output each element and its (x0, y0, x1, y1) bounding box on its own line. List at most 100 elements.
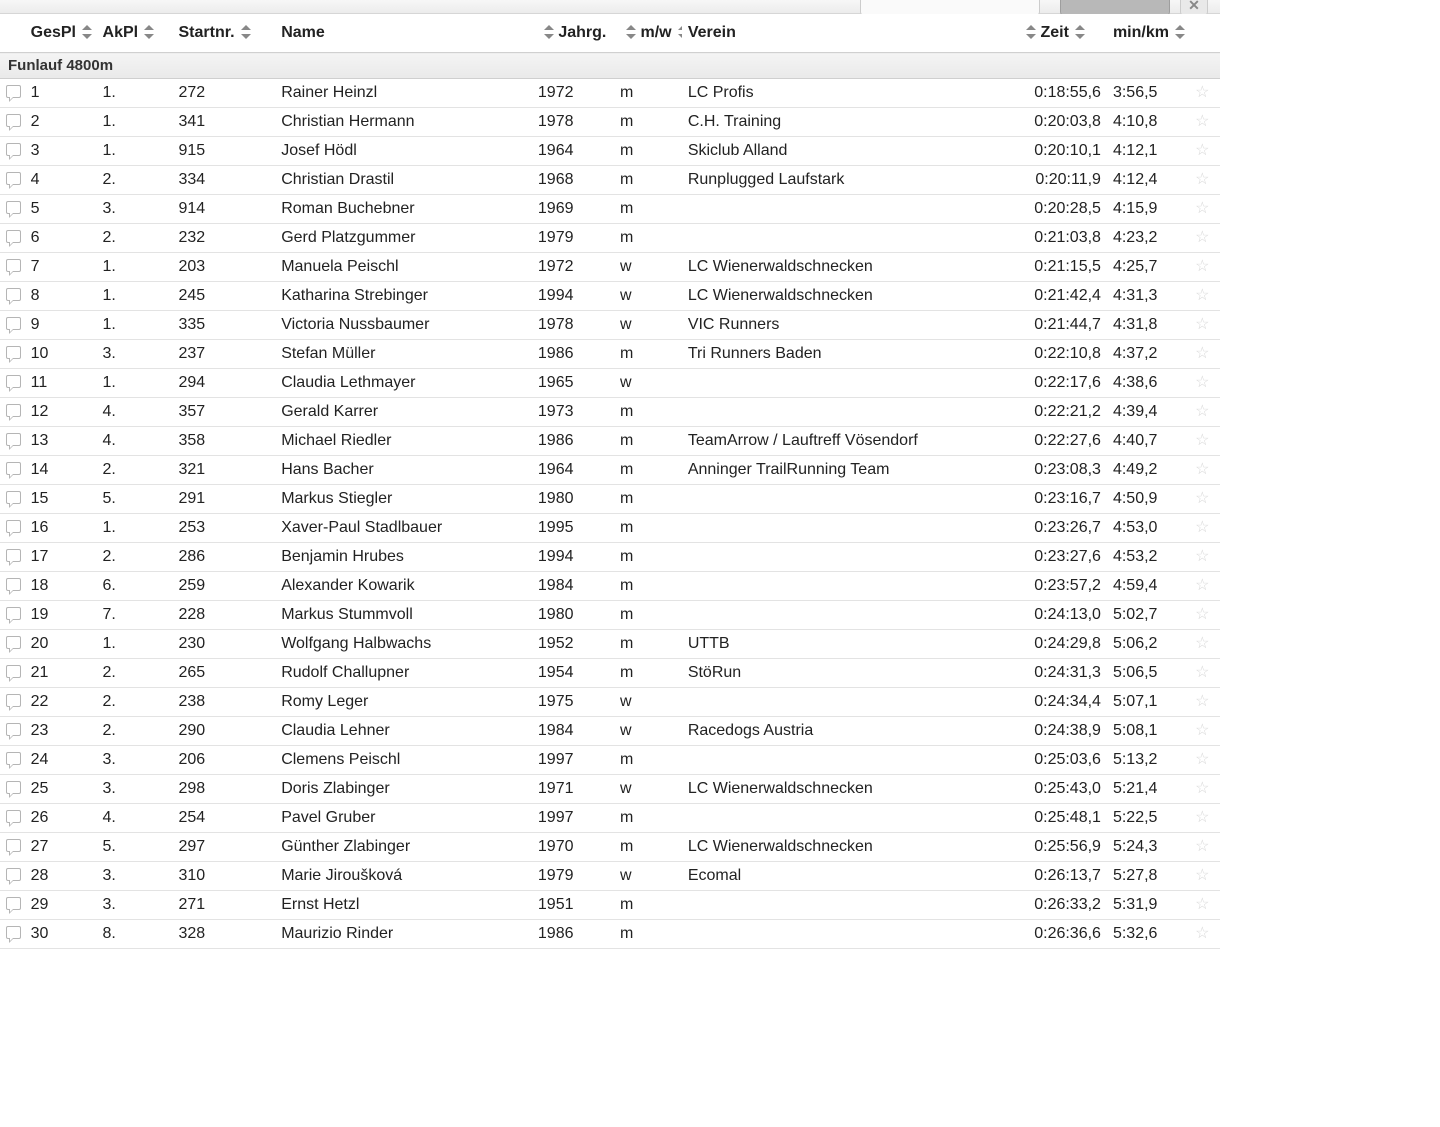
comment-icon[interactable] (6, 694, 21, 707)
comment-icon[interactable] (6, 433, 21, 446)
star-icon[interactable]: ☆ (1195, 606, 1209, 623)
comment-icon[interactable] (0, 195, 25, 224)
star-icon[interactable]: ☆ (1195, 693, 1209, 710)
favorite-star[interactable]: ☆ (1189, 775, 1220, 804)
favorite-star[interactable]: ☆ (1189, 543, 1220, 572)
comment-icon[interactable] (0, 543, 25, 572)
comment-icon[interactable] (0, 224, 25, 253)
col-mw[interactable]: m/w (614, 14, 682, 53)
favorite-star[interactable]: ☆ (1189, 398, 1220, 427)
favorite-star[interactable]: ☆ (1189, 572, 1220, 601)
comment-icon[interactable] (0, 108, 25, 137)
table-row[interactable]: 186.259Alexander Kowarik1984m0:23:57,24:… (0, 572, 1220, 601)
table-row[interactable]: 81.245Katharina Strebinger1994wLC Wiener… (0, 282, 1220, 311)
table-row[interactable]: 197.228Markus Stummvoll1980m0:24:13,05:0… (0, 601, 1220, 630)
comment-icon[interactable] (6, 201, 21, 214)
table-row[interactable]: 71.203Manuela Peischl1972wLC Wienerwalds… (0, 253, 1220, 282)
comment-icon[interactable] (6, 607, 21, 620)
comment-icon[interactable] (6, 578, 21, 591)
comment-icon[interactable] (0, 572, 25, 601)
favorite-star[interactable]: ☆ (1189, 166, 1220, 195)
comment-icon[interactable] (0, 601, 25, 630)
star-icon[interactable]: ☆ (1195, 229, 1209, 246)
comment-icon[interactable] (0, 514, 25, 543)
comment-icon[interactable] (6, 549, 21, 562)
comment-icon[interactable] (0, 79, 25, 108)
star-icon[interactable]: ☆ (1195, 577, 1209, 594)
favorite-star[interactable]: ☆ (1189, 195, 1220, 224)
comment-icon[interactable] (0, 137, 25, 166)
comment-icon[interactable] (6, 665, 21, 678)
comment-icon[interactable] (6, 172, 21, 185)
table-row[interactable]: 111.294Claudia Lethmayer1965w0:22:17,64:… (0, 369, 1220, 398)
favorite-star[interactable]: ☆ (1189, 601, 1220, 630)
favorite-star[interactable]: ☆ (1189, 427, 1220, 456)
favorite-star[interactable]: ☆ (1189, 833, 1220, 862)
comment-icon[interactable] (0, 253, 25, 282)
favorite-star[interactable]: ☆ (1189, 79, 1220, 108)
table-row[interactable]: 172.286Benjamin Hrubes1994m0:23:27,64:53… (0, 543, 1220, 572)
comment-icon[interactable] (0, 485, 25, 514)
favorite-star[interactable]: ☆ (1189, 804, 1220, 833)
comment-icon[interactable] (0, 340, 25, 369)
favorite-star[interactable]: ☆ (1189, 282, 1220, 311)
favorite-star[interactable]: ☆ (1189, 456, 1220, 485)
comment-icon[interactable] (6, 868, 21, 881)
comment-icon[interactable] (6, 230, 21, 243)
table-row[interactable]: 275.297Günther Zlabinger1970mLC Wienerwa… (0, 833, 1220, 862)
comment-icon[interactable] (0, 746, 25, 775)
comment-icon[interactable] (6, 520, 21, 533)
star-icon[interactable]: ☆ (1195, 809, 1209, 826)
table-row[interactable]: 212.265Rudolf Challupner1954mStöRun0:24:… (0, 659, 1220, 688)
star-icon[interactable]: ☆ (1195, 345, 1209, 362)
comment-icon[interactable] (6, 288, 21, 301)
col-startnr[interactable]: Startnr. (173, 14, 276, 53)
comment-icon[interactable] (0, 920, 25, 949)
favorite-star[interactable]: ☆ (1189, 108, 1220, 137)
table-row[interactable]: 293.271Ernst Hetzl1951m0:26:33,25:31,9☆ (0, 891, 1220, 920)
comment-icon[interactable] (6, 85, 21, 98)
table-row[interactable]: 53.914Roman Buchebner1969m0:20:28,54:15,… (0, 195, 1220, 224)
favorite-star[interactable]: ☆ (1189, 340, 1220, 369)
table-row[interactable]: 103.237Stefan Müller1986mTri Runners Bad… (0, 340, 1220, 369)
star-icon[interactable]: ☆ (1195, 780, 1209, 797)
comment-icon[interactable] (0, 862, 25, 891)
favorite-star[interactable]: ☆ (1189, 746, 1220, 775)
comment-icon[interactable] (6, 404, 21, 417)
table-row[interactable]: 134.358Michael Riedler1986mTeamArrow / L… (0, 427, 1220, 456)
favorite-star[interactable]: ☆ (1189, 137, 1220, 166)
comment-icon[interactable] (6, 897, 21, 910)
star-icon[interactable]: ☆ (1195, 200, 1209, 217)
star-icon[interactable]: ☆ (1195, 896, 1209, 913)
favorite-star[interactable]: ☆ (1189, 688, 1220, 717)
table-row[interactable]: 21.341Christian Hermann1978mC.H. Trainin… (0, 108, 1220, 137)
col-akpl[interactable]: AkPl (97, 14, 173, 53)
comment-icon[interactable] (6, 259, 21, 272)
favorite-star[interactable]: ☆ (1189, 862, 1220, 891)
col-name[interactable]: Name (275, 14, 532, 53)
col-gespl[interactable]: GesPl (25, 14, 97, 53)
comment-icon[interactable] (0, 282, 25, 311)
comment-icon[interactable] (6, 491, 21, 504)
star-icon[interactable]: ☆ (1195, 258, 1209, 275)
comment-icon[interactable] (0, 456, 25, 485)
table-row[interactable]: 161.253Xaver-Paul Stadlbauer1995m0:23:26… (0, 514, 1220, 543)
favorite-star[interactable]: ☆ (1189, 253, 1220, 282)
favorite-star[interactable]: ☆ (1189, 659, 1220, 688)
comment-icon[interactable] (6, 926, 21, 939)
comment-icon[interactable] (6, 114, 21, 127)
star-icon[interactable]: ☆ (1195, 519, 1209, 536)
favorite-star[interactable]: ☆ (1189, 485, 1220, 514)
star-icon[interactable]: ☆ (1195, 751, 1209, 768)
comment-icon[interactable] (6, 839, 21, 852)
comment-icon[interactable] (0, 630, 25, 659)
comment-icon[interactable] (6, 462, 21, 475)
table-row[interactable]: 308.328Maurizio Rinder1986m0:26:36,65:32… (0, 920, 1220, 949)
table-row[interactable]: 62.232Gerd Platzgummer1979m0:21:03,84:23… (0, 224, 1220, 253)
col-zeit[interactable]: Zeit (1010, 14, 1107, 53)
comment-icon[interactable] (6, 317, 21, 330)
star-icon[interactable]: ☆ (1195, 635, 1209, 652)
star-icon[interactable]: ☆ (1195, 925, 1209, 942)
table-row[interactable]: 283.310Marie Jiroušková1979wEcomal0:26:1… (0, 862, 1220, 891)
favorite-star[interactable]: ☆ (1189, 891, 1220, 920)
